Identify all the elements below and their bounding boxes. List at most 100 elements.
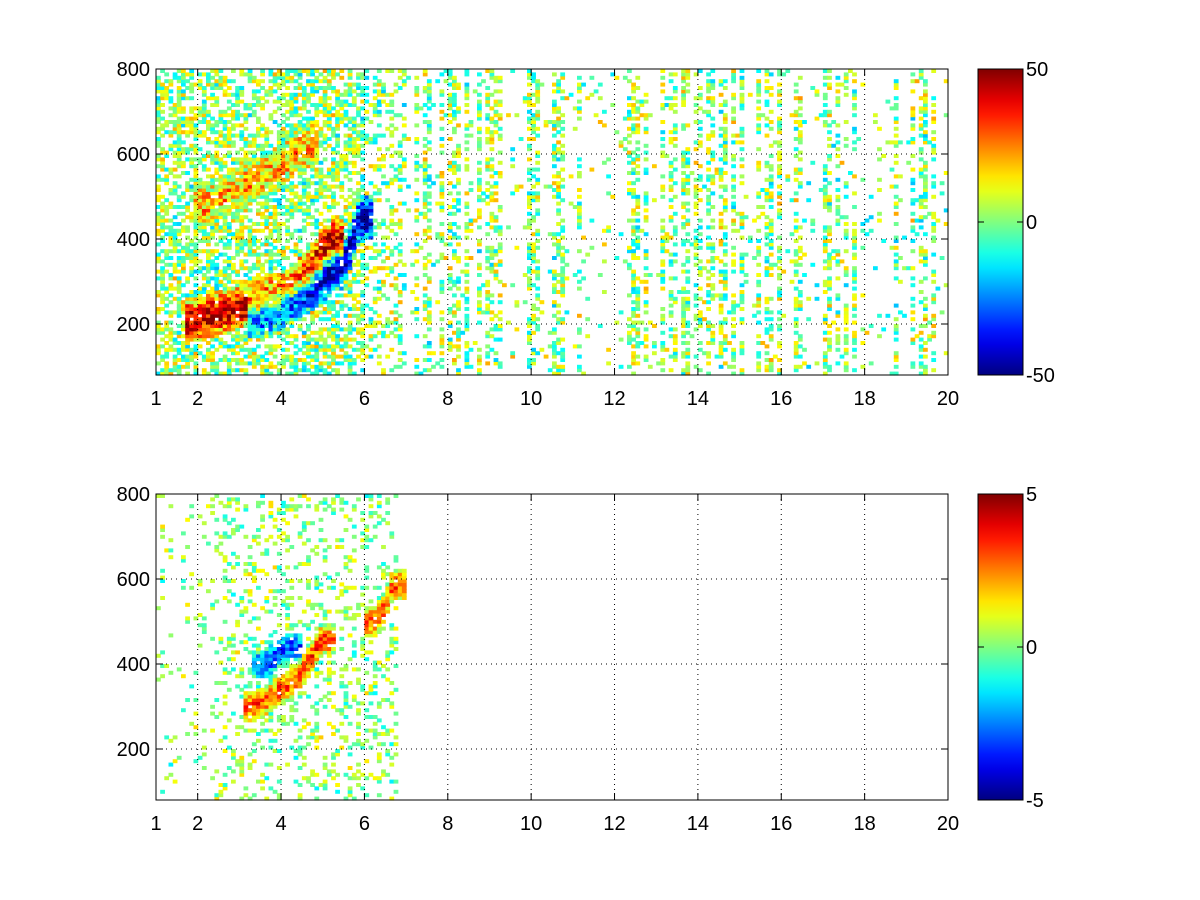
heatmap-cell xyxy=(672,181,678,186)
heatmap-cell xyxy=(235,123,240,128)
heatmap-cell xyxy=(247,75,253,80)
heatmap-cell xyxy=(485,249,491,254)
heatmap-cell xyxy=(326,228,332,233)
heatmap-cell xyxy=(656,273,661,277)
heatmap-cell xyxy=(706,147,711,152)
heatmap-cell xyxy=(210,225,215,230)
heatmap-cell xyxy=(660,143,666,148)
heatmap-cell xyxy=(710,130,716,135)
heatmap-cell xyxy=(739,99,745,104)
heatmap-cell xyxy=(293,99,299,104)
heatmap-cell xyxy=(693,205,699,209)
heatmap-cell xyxy=(681,72,686,77)
heatmap-cell xyxy=(293,191,299,196)
heatmap-cell xyxy=(185,116,190,121)
heatmap-cell xyxy=(426,259,432,264)
heatmap-cell xyxy=(181,164,186,169)
heatmap-cell xyxy=(214,324,220,328)
heatmap-cell xyxy=(331,86,336,90)
heatmap-cell xyxy=(168,330,174,335)
heatmap-cell xyxy=(577,249,582,254)
heatmap-cell xyxy=(326,116,332,121)
heatmap-cell xyxy=(193,194,199,199)
heatmap-cell xyxy=(456,337,461,342)
heatmap-cell xyxy=(452,103,457,107)
heatmap-cell xyxy=(210,86,215,90)
heatmap-cell xyxy=(251,239,257,243)
heatmap-cell xyxy=(643,334,649,339)
heatmap-cell xyxy=(627,160,632,165)
heatmap-cell xyxy=(643,358,649,362)
heatmap-cell xyxy=(239,358,245,362)
heatmap-cell xyxy=(731,72,736,77)
heatmap-cell xyxy=(422,69,428,73)
heatmap-cell xyxy=(764,296,770,301)
heatmap-cell xyxy=(351,211,357,216)
heatmap-cell xyxy=(468,228,474,233)
heatmap-cell xyxy=(160,235,165,240)
heatmap-cell xyxy=(560,245,566,250)
heatmap-cell xyxy=(535,194,541,199)
heatmap-cell xyxy=(356,239,361,243)
heatmap-cell xyxy=(285,167,290,172)
heatmap-cell xyxy=(643,256,649,260)
heatmap-cell xyxy=(293,157,299,162)
heatmap-cell xyxy=(289,126,295,131)
heatmap-cell xyxy=(343,116,349,121)
heatmap-cell xyxy=(293,126,299,131)
heatmap-cell xyxy=(506,320,511,325)
heatmap-cell xyxy=(314,69,320,73)
heatmap-cell xyxy=(731,79,736,84)
heatmap-cell xyxy=(668,290,674,294)
heatmap-cell xyxy=(176,194,182,199)
heatmap-cell xyxy=(439,327,445,332)
heatmap-cell xyxy=(381,249,386,254)
heatmap-cell xyxy=(710,330,716,335)
heatmap-cell xyxy=(243,252,249,257)
heatmap-cell xyxy=(489,69,495,73)
heatmap-cell xyxy=(314,218,320,223)
heatmap-cell xyxy=(339,120,345,124)
heatmap-cell xyxy=(756,303,762,308)
heatmap-cell xyxy=(376,69,382,73)
heatmap-cell xyxy=(285,211,290,216)
heatmap-cell xyxy=(193,188,199,192)
heatmap-cell xyxy=(389,143,395,148)
heatmap-cell xyxy=(527,334,532,339)
heatmap-cell xyxy=(181,191,186,196)
heatmap-cell xyxy=(722,126,728,131)
heatmap-cell xyxy=(289,232,295,237)
heatmap-cell xyxy=(306,249,311,254)
heatmap-cell xyxy=(343,133,349,138)
heatmap-cell xyxy=(218,143,224,148)
heatmap-cell xyxy=(577,99,582,104)
heatmap-cell xyxy=(247,307,253,311)
heatmap-cell xyxy=(706,324,711,328)
heatmap-cell xyxy=(360,75,366,80)
heatmap-cell xyxy=(414,177,420,182)
heatmap-cell xyxy=(477,273,482,277)
heatmap-cell xyxy=(577,194,582,199)
heatmap-cell xyxy=(422,160,428,165)
heatmap-cell xyxy=(397,290,403,294)
heatmap-cell xyxy=(693,191,699,196)
heatmap-cell xyxy=(326,126,332,131)
heatmap-cell xyxy=(635,106,641,111)
heatmap-cell xyxy=(222,137,228,141)
heatmap-cell xyxy=(285,86,290,90)
heatmap-cell xyxy=(422,137,428,141)
heatmap-cell xyxy=(464,103,470,107)
heatmap-cell xyxy=(356,211,361,216)
heatmap-cell xyxy=(297,171,303,175)
heatmap-cell xyxy=(510,191,516,196)
heatmap-cell xyxy=(326,262,332,267)
heatmap-cell xyxy=(397,364,403,369)
heatmap-cell xyxy=(347,222,353,226)
heatmap-cell xyxy=(181,194,186,199)
heatmap-cell xyxy=(235,116,240,121)
heatmap-cell xyxy=(739,222,745,226)
heatmap-cell xyxy=(426,317,432,322)
heatmap-cell xyxy=(627,191,632,196)
heatmap-cell xyxy=(206,327,211,332)
heatmap-cell xyxy=(522,225,528,230)
